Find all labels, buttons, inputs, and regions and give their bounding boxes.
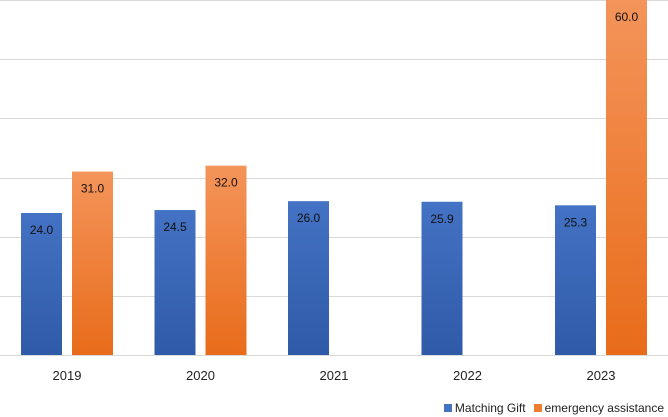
data-label-emergency-assistance-2023: 60.0 <box>615 10 639 24</box>
data-label-matching-gift-2021: 26.0 <box>297 211 321 225</box>
x-tick-label-2021: 2021 <box>320 368 349 383</box>
data-labels: 24.0 31.0 24.5 32.0 26.0 25.9 25.3 60.0 <box>30 10 639 237</box>
data-label-matching-gift-2020: 24.5 <box>163 220 187 234</box>
data-label-matching-gift-2019: 24.0 <box>30 223 54 237</box>
bar-emergency-assistance-2023 <box>606 0 647 355</box>
data-label-matching-gift-2022: 25.9 <box>430 212 454 226</box>
legend: Matching Gift emergency assistance <box>443 401 664 415</box>
x-tick-label-2023: 2023 <box>587 368 616 383</box>
bar-matching-gift-2021 <box>288 201 329 355</box>
x-tick-labels: 2019 2020 2021 2022 2023 <box>53 368 616 383</box>
bars <box>21 0 647 355</box>
legend-label-matching-gift: Matching Gift <box>454 401 526 415</box>
x-tick-label-2020: 2020 <box>186 368 215 383</box>
bar-emergency-assistance-2019 <box>72 171 113 355</box>
x-tick-label-2019: 2019 <box>53 368 82 383</box>
data-label-emergency-assistance-2019: 31.0 <box>81 182 105 196</box>
bar-matching-gift-2020 <box>154 210 196 355</box>
data-label-emergency-assistance-2020: 32.0 <box>214 176 238 190</box>
bar-matching-gift-2023 <box>555 205 596 355</box>
data-label-matching-gift-2023: 25.3 <box>564 215 588 229</box>
bar-emergency-assistance-2020 <box>205 165 247 355</box>
legend-item-emergency-assistance: emergency assistance <box>533 401 664 415</box>
legend-swatch-emergency-assistance <box>533 404 542 412</box>
legend-label-emergency-assistance: emergency assistance <box>544 401 664 415</box>
bar-matching-gift-2019 <box>21 213 62 355</box>
bar-matching-gift-2022 <box>421 201 463 355</box>
x-tick-label-2022: 2022 <box>453 368 482 383</box>
legend-item-matching-gift: Matching Gift <box>443 401 526 415</box>
legend-swatch-matching-gift <box>443 404 452 412</box>
